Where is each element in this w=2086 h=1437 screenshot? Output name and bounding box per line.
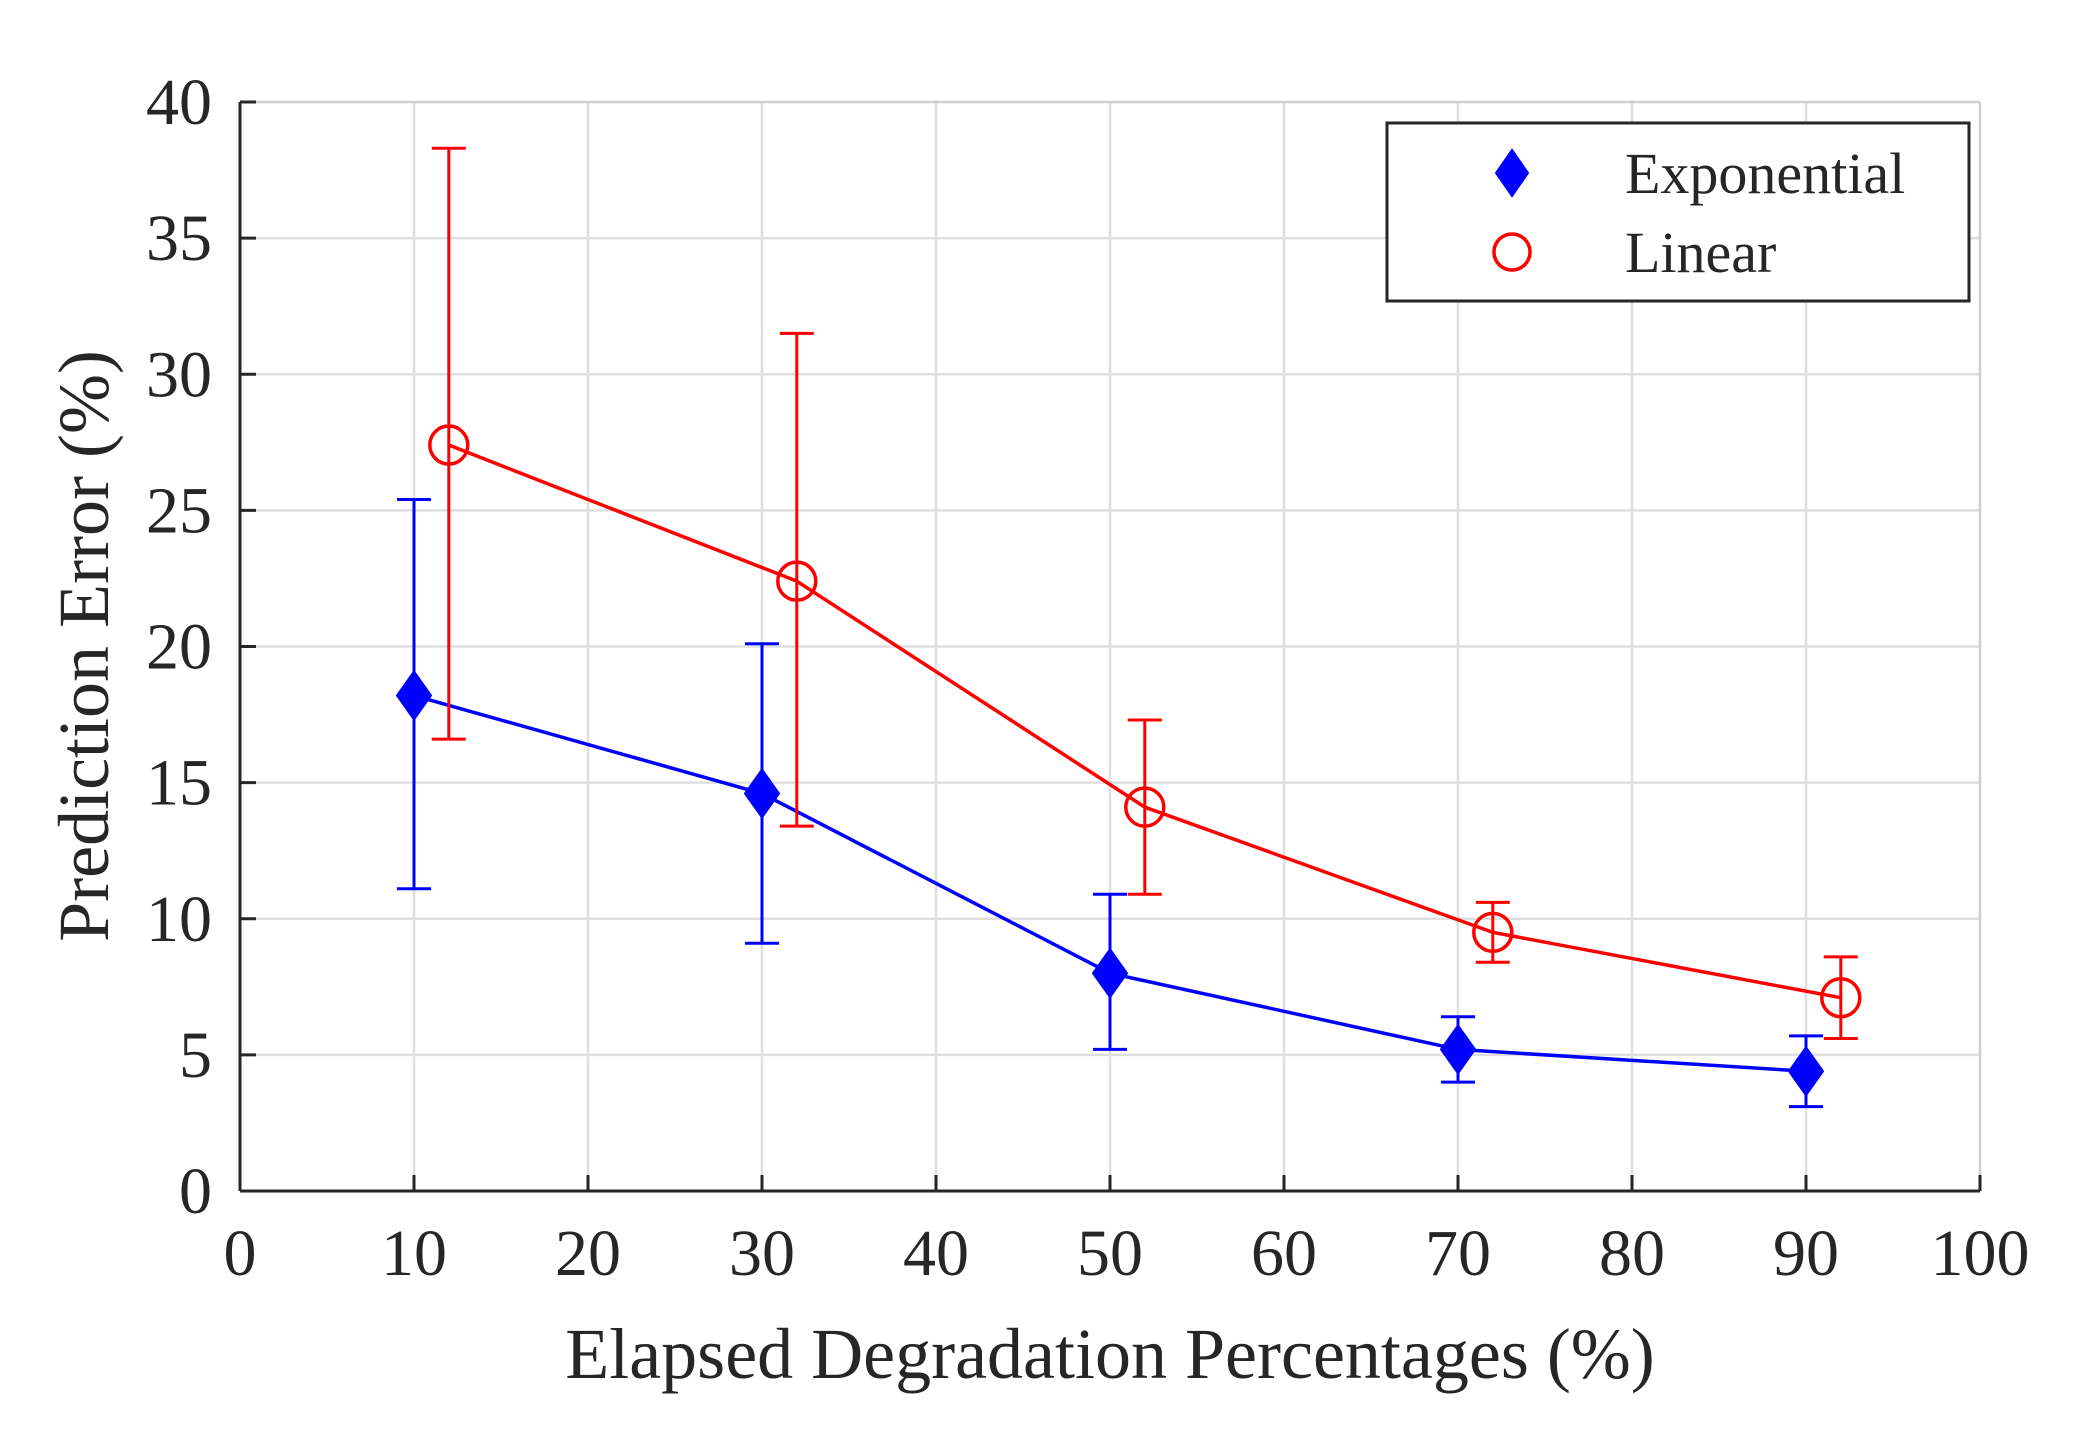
y-tick-labels: 0 5 10 15 20 25 30 35 40 (146, 66, 212, 1228)
x-tick-label: 20 (555, 1217, 621, 1290)
x-tick-label: 10 (381, 1217, 447, 1290)
x-tick-label: 50 (1077, 1217, 1143, 1290)
series-linear (428, 146, 1862, 1041)
legend-box (1385, 121, 1971, 303)
y-tick-label: 10 (146, 883, 212, 956)
data-point-diamond (1787, 1045, 1825, 1097)
y-tick-label: 25 (146, 474, 212, 547)
axes (238, 100, 1982, 1193)
error-bar (1823, 955, 1858, 1041)
data-point-circle (1820, 976, 1862, 1019)
data-point-circle (1472, 911, 1514, 954)
x-tick-label: 80 (1599, 1217, 1665, 1290)
legend-linear-label: Linear (1625, 220, 1776, 285)
x-tick-label: 40 (903, 1217, 969, 1290)
data-point-diamond (395, 669, 433, 722)
y-tick-label: 35 (146, 202, 212, 275)
legend-linear-marker-circle-icon (1492, 232, 1532, 272)
x-tick-label: 90 (1773, 1217, 1839, 1290)
y-axis-title: Prediction Error (%) (44, 350, 124, 942)
error-bar (1127, 718, 1162, 896)
data-point-diamond (743, 767, 781, 820)
x-tick-label: 60 (1251, 1217, 1317, 1290)
y-tick-label: 20 (146, 611, 212, 684)
legend-exponential-label: Exponential (1625, 141, 1905, 206)
y-tick-label: 0 (179, 1155, 212, 1228)
data-point-diamond (1091, 947, 1129, 999)
x-tick-label: 30 (729, 1217, 795, 1290)
error-bar (431, 146, 466, 741)
x-tick-label: 0 (224, 1217, 257, 1290)
data-point-diamond (1439, 1023, 1477, 1076)
x-axis-title: Elapsed Degradation Percentages (%) (565, 1314, 1655, 1394)
y-tick-label: 5 (179, 1019, 212, 1092)
x-tick-label: 100 (1931, 1217, 2030, 1290)
data-point-circle (1124, 786, 1166, 828)
legend-exponential-marker-diamond-icon (1494, 148, 1530, 198)
error-bar (779, 331, 814, 828)
x-tick-label: 70 (1425, 1217, 1491, 1290)
data-point-circle (776, 560, 818, 602)
y-tick-label: 40 (146, 66, 212, 139)
data-point-circle (428, 424, 470, 466)
legend: Exponential Linear (1385, 121, 1971, 303)
x-tick-labels: 0 10 20 30 40 50 60 70 80 90 100 (224, 1217, 2030, 1290)
y-tick-label: 15 (146, 747, 212, 820)
series-exponential (395, 497, 1825, 1109)
y-tick-label: 30 (146, 338, 212, 411)
data-series (395, 146, 1862, 1109)
